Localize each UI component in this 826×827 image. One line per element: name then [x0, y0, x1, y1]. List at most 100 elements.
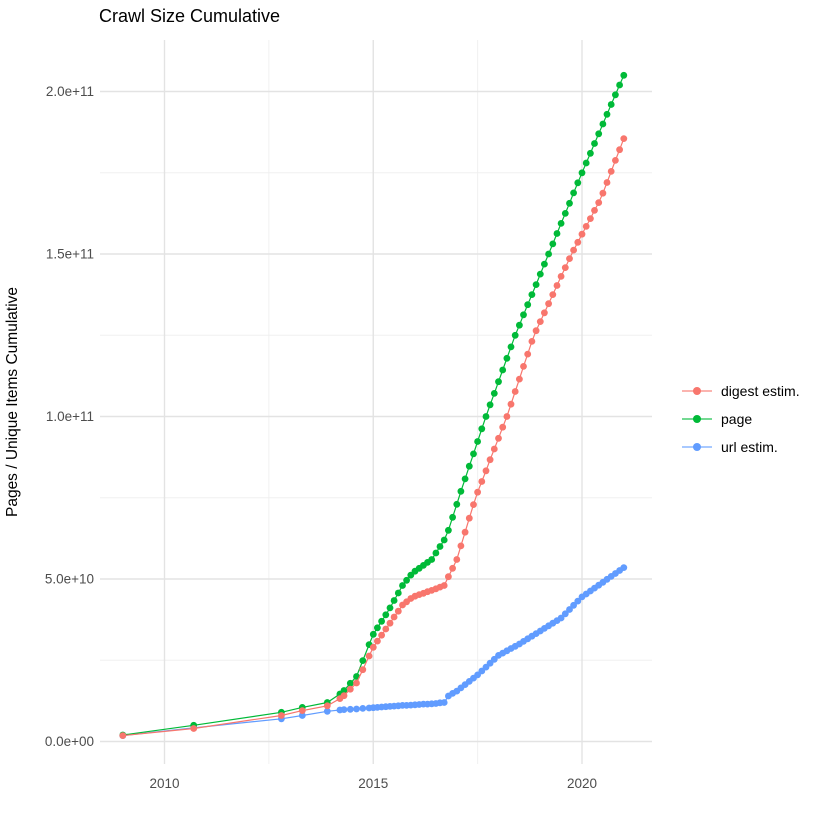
data-point [482, 413, 490, 420]
data-point [323, 707, 331, 715]
data-point [541, 309, 548, 317]
y-tick-label: 5.0e+10 [45, 572, 94, 587]
data-point [449, 564, 456, 572]
data-point [582, 159, 590, 167]
data-point [524, 301, 532, 309]
data-point [566, 199, 573, 207]
data-point [461, 528, 469, 536]
data-point [553, 230, 561, 237]
y-tick-label: 1.0e+11 [46, 409, 94, 424]
data-point [528, 338, 536, 345]
y-tick-label: 2.0e+11 [46, 84, 94, 99]
data-point [574, 238, 582, 246]
data-point [465, 462, 473, 470]
data-point [486, 456, 494, 464]
data-point [465, 514, 473, 522]
data-point [486, 401, 494, 409]
x-tick-label: 2020 [567, 776, 597, 791]
data-point [436, 543, 444, 550]
data-point [620, 71, 628, 79]
y-tick-label: 1.5e+11 [46, 247, 94, 262]
data-point [403, 576, 410, 584]
data-point [490, 445, 498, 453]
legend-key-icon [682, 442, 712, 452]
data-point [346, 685, 354, 693]
data-point [557, 614, 565, 622]
data-point [620, 135, 628, 143]
data-point [578, 230, 586, 238]
data-point [553, 282, 561, 289]
data-point [591, 207, 598, 214]
data-point [474, 438, 481, 445]
legend-item-url: url estim. [682, 433, 800, 461]
legend-label: url estim. [721, 439, 778, 455]
data-point [566, 606, 573, 613]
data-point [591, 140, 598, 147]
data-point [382, 611, 390, 619]
data-point [359, 666, 367, 674]
data-point [340, 706, 348, 713]
legend-key-icon [682, 414, 712, 424]
data-point [607, 168, 615, 175]
data-point [545, 300, 552, 308]
data-point [298, 712, 306, 719]
data-point [482, 467, 490, 475]
data-point [478, 478, 486, 485]
data-point [578, 169, 586, 177]
data-point [353, 679, 360, 687]
data-point [570, 601, 577, 609]
data-point [399, 582, 406, 589]
data-point [394, 607, 402, 615]
data-point [520, 363, 527, 370]
data-point [365, 652, 373, 660]
data-point [470, 450, 477, 458]
data-point [440, 582, 448, 589]
data-point [541, 260, 548, 268]
data-point [599, 189, 607, 197]
data-point [449, 513, 456, 521]
data-point [570, 189, 577, 197]
y-axis-title: Pages / Unique Items Cumulative [4, 286, 21, 518]
data-point [524, 350, 532, 358]
data-point [557, 220, 565, 227]
data-point [445, 573, 452, 581]
data-point [549, 291, 557, 298]
data-point [369, 643, 377, 651]
legend-item-page: page [682, 405, 800, 433]
data-point [511, 388, 519, 395]
data-point [386, 619, 394, 627]
data-point [499, 366, 507, 374]
data-point [620, 564, 628, 571]
data-point [557, 273, 565, 280]
data-point [390, 613, 398, 621]
data-point [595, 130, 603, 138]
data-point [428, 556, 436, 563]
data-point [566, 255, 573, 262]
data-point [528, 291, 536, 298]
data-point [453, 556, 461, 563]
data-point [374, 637, 381, 645]
chart-title: Crawl Size Cumulative [99, 6, 281, 26]
legend-key-icon [682, 386, 712, 396]
data-point [599, 120, 607, 128]
data-point [603, 179, 611, 186]
data-point [561, 210, 569, 217]
data-point [603, 110, 611, 118]
x-tick-label: 2010 [149, 776, 179, 791]
data-point [474, 488, 481, 496]
legend-dot-icon [693, 443, 701, 451]
data-point [612, 157, 619, 164]
data-point [582, 223, 590, 230]
data-point [432, 549, 440, 557]
legend-dot-icon [693, 387, 701, 395]
data-point [453, 500, 461, 508]
data-point [445, 526, 452, 534]
data-point [119, 732, 127, 739]
data-point [346, 679, 354, 687]
data-point [359, 705, 367, 712]
data-point [394, 589, 402, 597]
data-point [478, 425, 486, 433]
data-point [340, 687, 348, 694]
data-point [545, 250, 552, 258]
data-point [190, 725, 198, 732]
